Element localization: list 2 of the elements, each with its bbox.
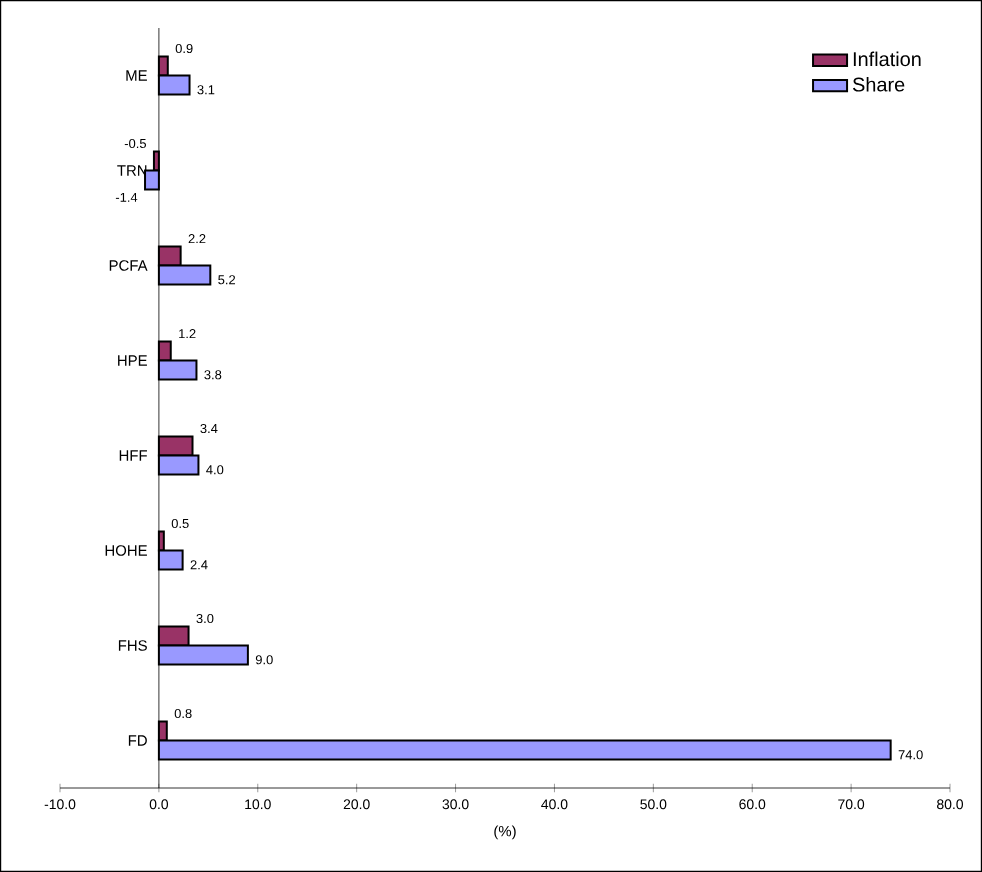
legend-label: Share — [852, 76, 905, 92]
legend-label: Inflation — [853, 51, 921, 67]
